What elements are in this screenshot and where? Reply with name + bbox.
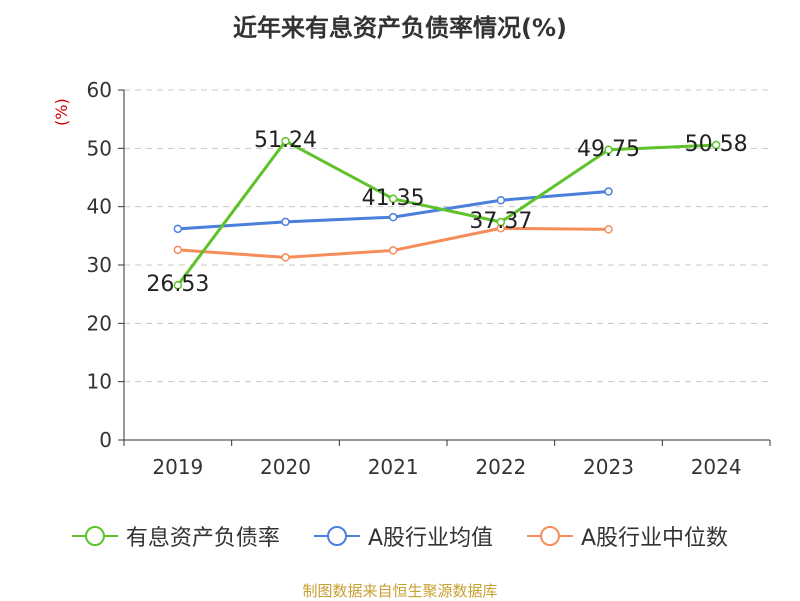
data-point-0 <box>388 194 398 204</box>
data-point-2 <box>388 246 398 255</box>
y-tick-label: 20 <box>87 311 112 335</box>
data-label: 49.75 <box>577 137 640 162</box>
data-label: 50.58 <box>685 132 748 157</box>
data-point-0 <box>711 140 721 150</box>
data-point-1 <box>604 187 613 196</box>
x-tick-label: 2022 <box>475 455 526 479</box>
x-tick-label: 2019 <box>152 455 203 479</box>
data-point-1 <box>496 196 506 205</box>
y-tick-label: 30 <box>87 253 112 277</box>
y-tick-label: 10 <box>87 370 112 394</box>
y-tick-label: 60 <box>87 78 112 102</box>
chart-title: 近年来有息资产负债率情况(%) <box>233 14 567 42</box>
legend-item-industry-mean[interactable]: A股行业均值 <box>313 520 493 552</box>
legend-series-2-icon <box>527 526 573 546</box>
data-source-note: 制图数据来自恒生聚源数据库 <box>302 582 498 600</box>
data-point-2 <box>173 245 183 255</box>
legend-series-1-label: A股行业均值 <box>367 526 493 551</box>
data-point-0 <box>281 136 290 146</box>
data-label: 51.24 <box>254 128 317 153</box>
legend-series-0-icon <box>71 526 118 546</box>
data-label: 41.35 <box>362 186 425 211</box>
data-point-1 <box>281 217 290 227</box>
legend-series-0-label: 有息资产负债率 <box>125 526 280 551</box>
x-tick-label: 2024 <box>691 455 742 479</box>
x-tick-label: 2023 <box>583 455 634 479</box>
legend-item-industry-median[interactable]: A股行业中位数 <box>527 520 728 552</box>
data-point-0 <box>173 280 183 290</box>
legend-series-1-icon <box>313 526 360 546</box>
data-point-1 <box>388 212 398 222</box>
data-point-2 <box>281 253 290 262</box>
y-tick-label: 0 <box>99 428 112 452</box>
data-label: 37.37 <box>469 209 532 234</box>
data-point-0 <box>496 217 506 227</box>
data-point-2 <box>604 225 613 234</box>
data-label: 26.53 <box>146 272 209 297</box>
legend-item-interest-debt-ratio[interactable]: 有息资产负债率 <box>71 520 280 552</box>
x-tick-label: 2021 <box>368 455 419 479</box>
legend: 有息资产负债率 A股行业均值 A股行业中位数 <box>0 520 800 552</box>
series-line-0 <box>176 139 717 287</box>
y-tick-label: 50 <box>87 136 112 160</box>
data-point-1 <box>173 224 183 234</box>
data-point-0 <box>604 145 613 155</box>
legend-series-2-label: A股行业中位数 <box>581 526 729 551</box>
y-tick-label: 40 <box>87 195 112 219</box>
x-tick-label: 2020 <box>260 455 311 479</box>
